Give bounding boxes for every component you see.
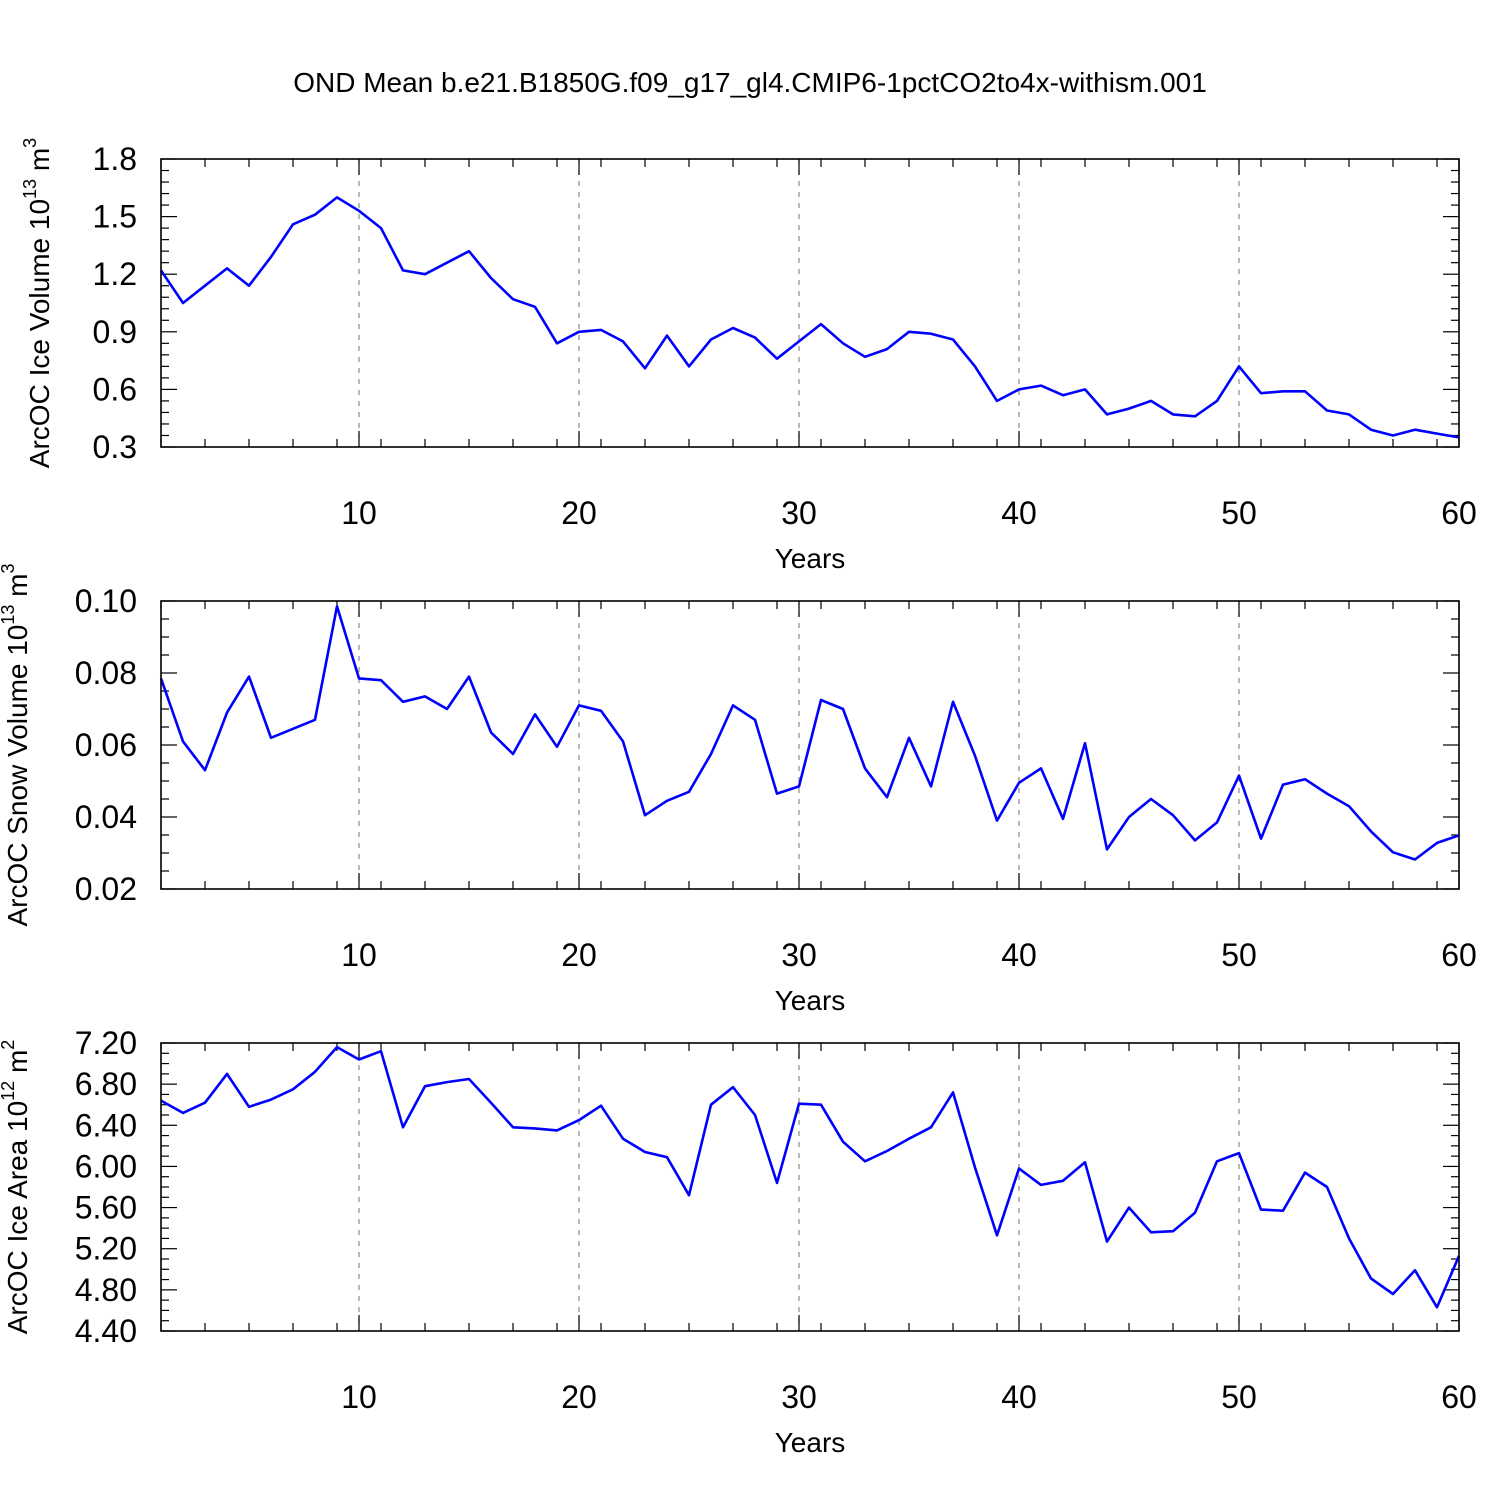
y-tick-label: 0.9 <box>93 314 137 350</box>
y-tick-label: 0.3 <box>93 429 137 465</box>
x-tick-label: 10 <box>341 1379 377 1415</box>
y-tick-label: 0.06 <box>75 727 137 763</box>
x-tick-label: 50 <box>1221 1379 1257 1415</box>
x-tick-label: 60 <box>1441 937 1477 973</box>
series-line <box>159 196 1460 439</box>
y-tick-label: 0.10 <box>75 583 137 619</box>
panel-snow-volume: 10 20 30 40 50 60 0.02 0.04 0.06 0.08 0.10 Years Arc… <box>0 563 1477 1016</box>
y-tick-label: 0.6 <box>93 371 137 407</box>
x-tick-label: 30 <box>781 937 817 973</box>
x-tick-label: 10 <box>341 937 377 973</box>
x-tick-label: 60 <box>1441 1379 1477 1415</box>
y-tick-label: 1.2 <box>93 256 137 292</box>
x-axis-label: Years <box>775 1427 846 1458</box>
chart-title: OND Mean b.e21.B1850G.f09_g17_gl4.CMIP6-… <box>293 67 1207 98</box>
x-axis-label: Years <box>775 985 846 1016</box>
y-tick-label: 4.40 <box>75 1313 137 1349</box>
x-tick-label: 20 <box>561 1379 597 1415</box>
plot-frame <box>160 1042 1460 1332</box>
y-tick-label: 0.08 <box>75 655 137 691</box>
x-tick-label: 60 <box>1441 495 1477 531</box>
plot-frame <box>160 158 1460 448</box>
y-tick-label: 1.5 <box>93 199 137 235</box>
x-tick-label: 10 <box>341 495 377 531</box>
x-tick-label: 40 <box>1001 937 1037 973</box>
series-line <box>159 605 1460 861</box>
y-tick-label: 6.40 <box>75 1107 137 1143</box>
x-tick-label: 50 <box>1221 495 1257 531</box>
y-tick-label: 0.04 <box>75 799 137 835</box>
y-tick-label: 4.80 <box>75 1272 137 1308</box>
y-tick-label: 5.60 <box>75 1190 137 1226</box>
panel-ice-volume: 10 20 30 40 50 60 0.3 0.6 0.9 1.2 1.5 1.8 Years ArcOC… <box>20 138 1477 574</box>
x-axis-label: Years <box>775 543 846 574</box>
y-tick-label: 6.00 <box>75 1148 137 1184</box>
y-tick-label: 7.20 <box>75 1025 137 1061</box>
x-tick-label: 30 <box>781 1379 817 1415</box>
panel-ice-area: 10 20 30 40 50 60 4.40 4.80 5.20 5.60 6.00 6.40 6.80… <box>0 1025 1477 1458</box>
y-tick-label: 1.8 <box>93 141 137 177</box>
x-tick-label: 20 <box>561 937 597 973</box>
y-tick-label: 5.20 <box>75 1231 137 1267</box>
y-axis-label: ArcOC Ice Area 1012 m2 <box>0 1040 33 1335</box>
plot-frame <box>160 600 1460 890</box>
series-line <box>160 1045 1461 1309</box>
x-tick-label: 20 <box>561 495 597 531</box>
y-axis-label: ArcOC Ice Volume 1013 m3 <box>20 138 56 468</box>
x-tick-label: 50 <box>1221 937 1257 973</box>
y-axis-label: ArcOC Snow Volume 1013 m3 <box>0 563 33 926</box>
y-tick-label: 0.02 <box>75 871 137 907</box>
x-tick-label: 40 <box>1001 1379 1037 1415</box>
y-tick-label: 6.80 <box>75 1066 137 1102</box>
x-tick-label: 40 <box>1001 495 1037 531</box>
x-tick-label: 30 <box>781 495 817 531</box>
